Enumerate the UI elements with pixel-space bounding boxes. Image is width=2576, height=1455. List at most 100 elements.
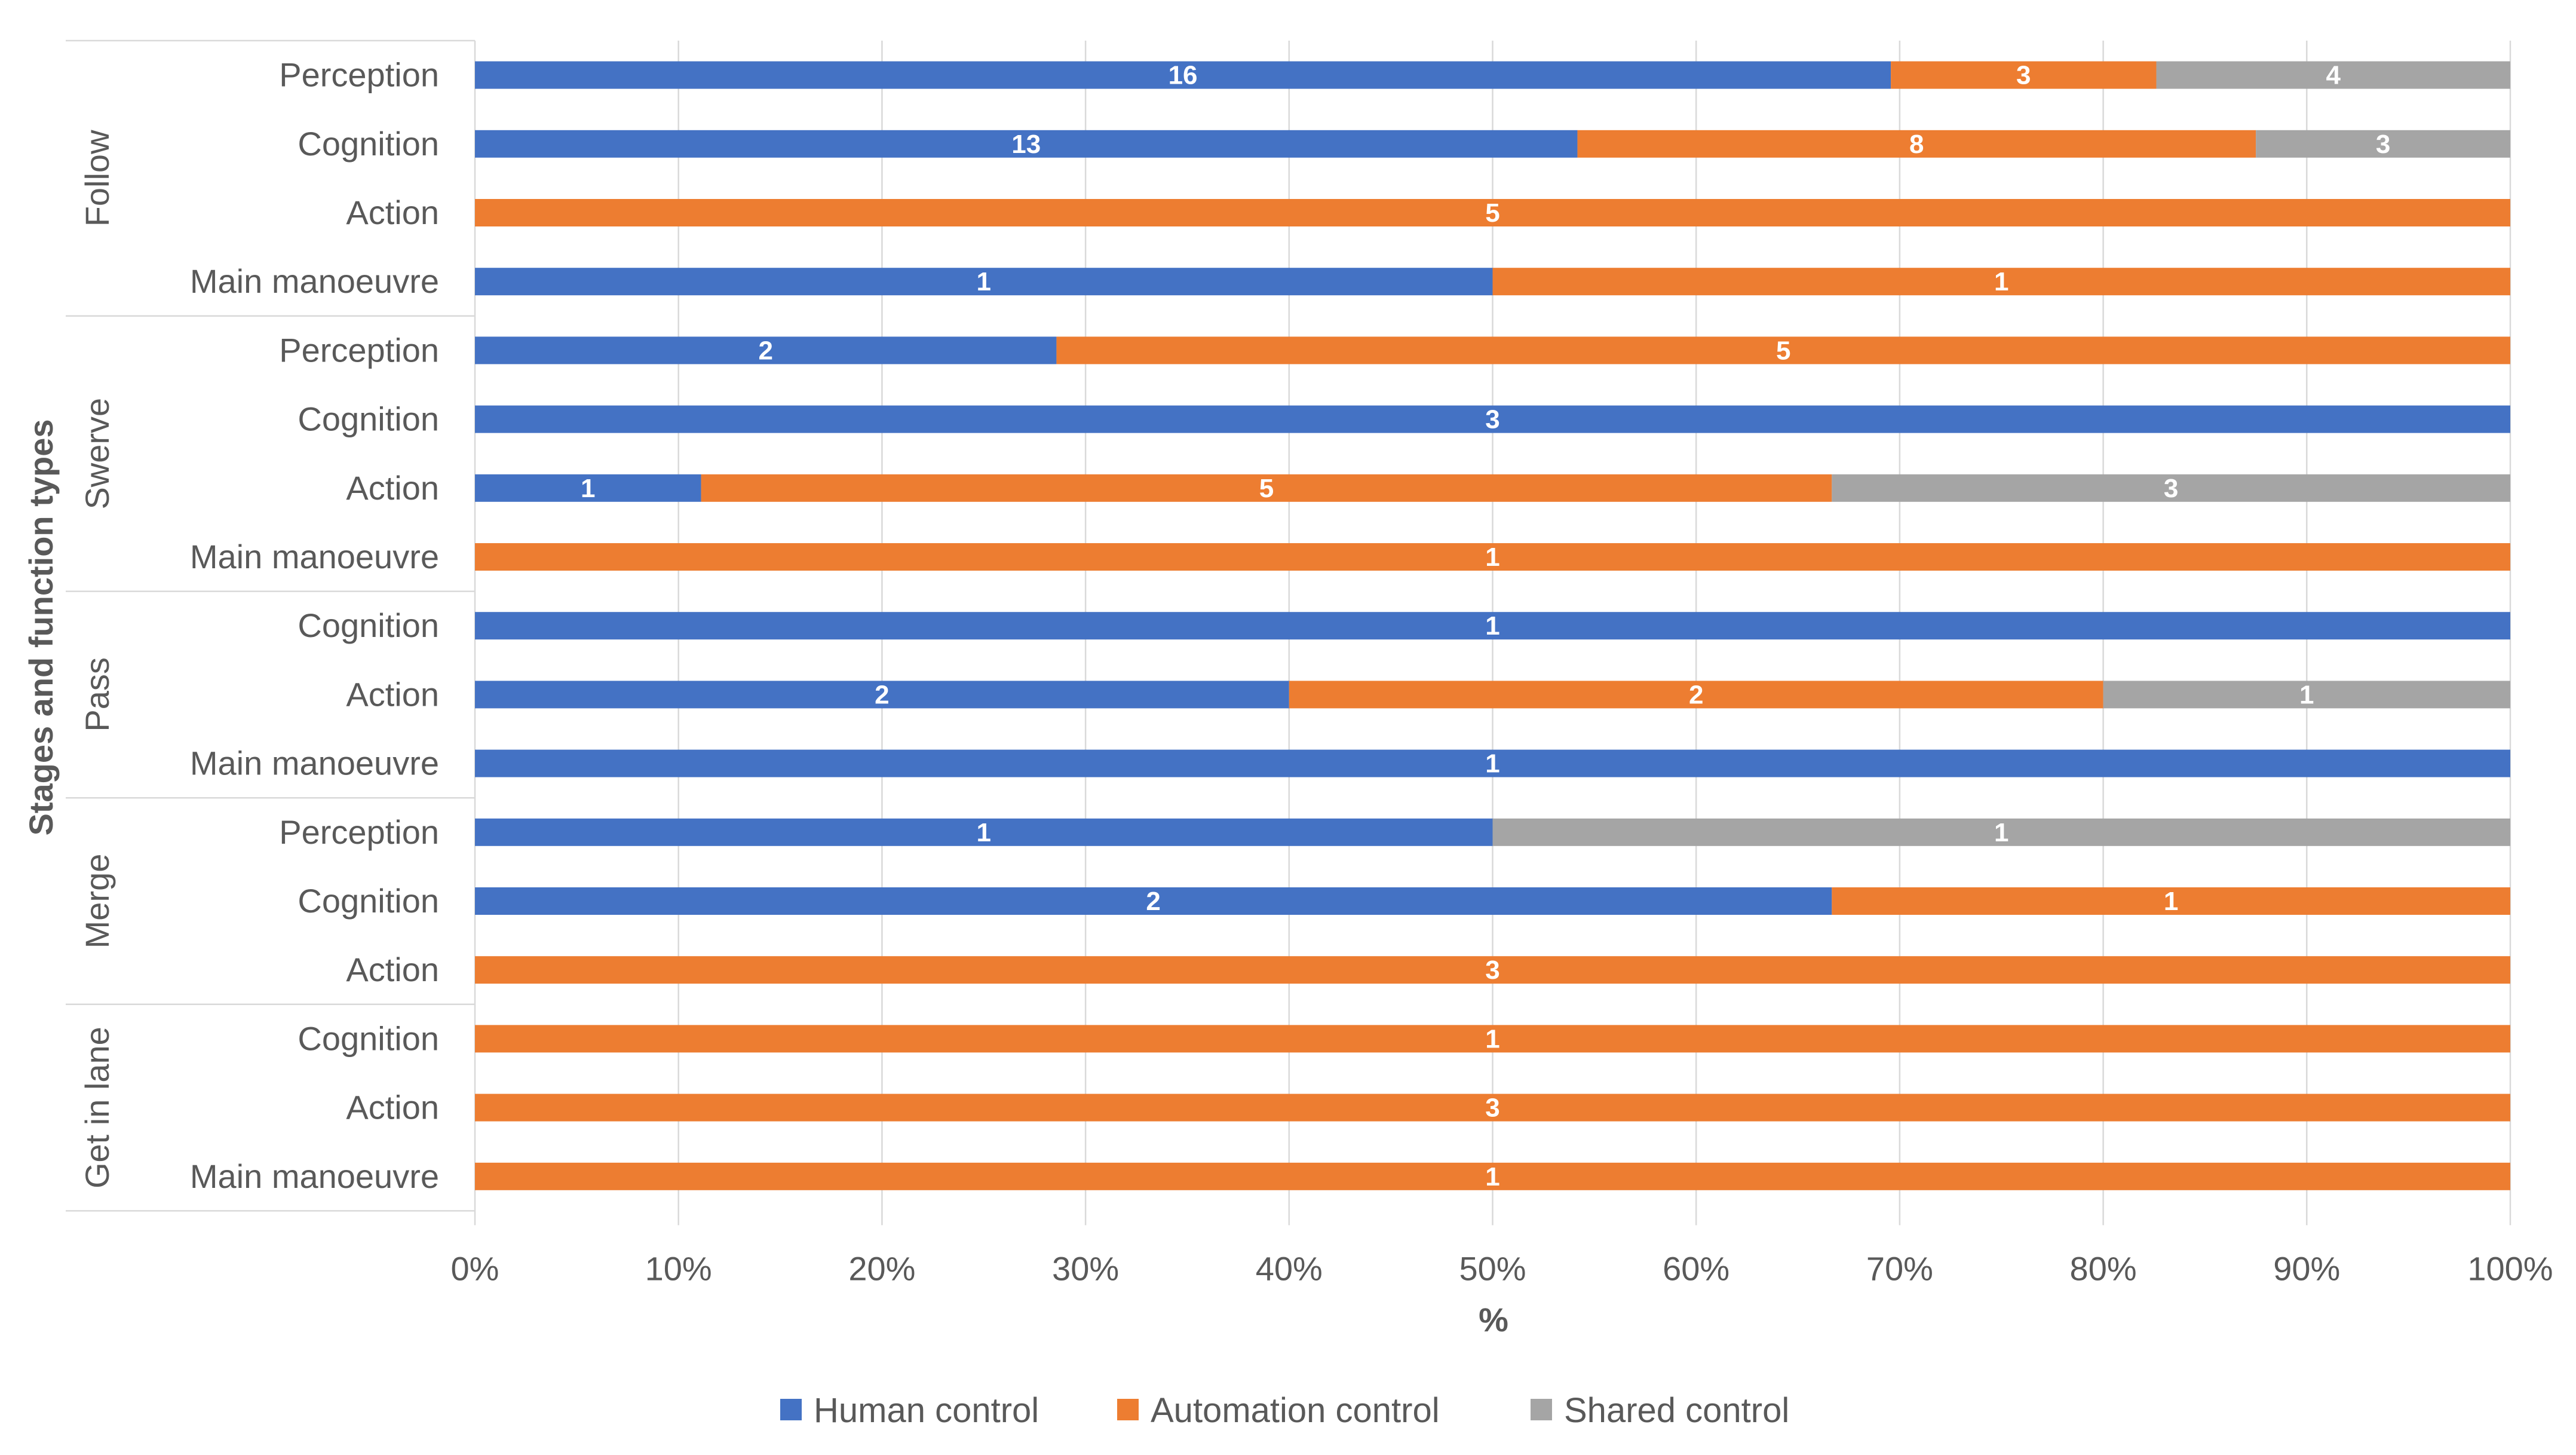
data-label: 1: [1485, 543, 1499, 572]
data-label: 8: [1909, 130, 1924, 159]
category-label: Cognition: [298, 606, 439, 644]
bar-segment-shared-control: [1832, 474, 2510, 502]
data-label: 1: [1485, 749, 1499, 779]
bar-segment-human-control: [475, 405, 2510, 433]
group-label: Swerve: [78, 398, 116, 510]
group-label: Get in lane: [78, 1027, 116, 1188]
category-label: Cognition: [298, 1019, 439, 1057]
legend-swatch: [780, 1399, 802, 1420]
data-label: 1: [2299, 680, 2314, 709]
bar-segment-automation-control: [701, 474, 1832, 502]
y-axis-title: Stages and function types: [22, 419, 60, 836]
data-label: 1: [581, 474, 595, 503]
x-tick-label: 10%: [645, 1249, 712, 1287]
category-label: Perception: [279, 813, 439, 851]
data-label: 5: [1259, 474, 1274, 503]
x-tick-label: 30%: [1052, 1249, 1119, 1287]
bar-segment-shared-control: [2256, 130, 2510, 158]
data-label: 2: [758, 336, 772, 365]
bar-segment-human-control: [475, 612, 2510, 640]
data-label: 5: [1776, 336, 1790, 365]
bar-segment-automation-control: [475, 1025, 2510, 1053]
x-tick-label: 40%: [1256, 1249, 1323, 1287]
group-labels: Follow Swerve Pass Merge Get in lane: [78, 130, 116, 1188]
x-tick-label: 90%: [2273, 1249, 2340, 1287]
x-tick-labels: 0% 10% 20% 30% 40% 50% 60% 70% 80% 90% 100%: [451, 1249, 2553, 1287]
bar-segment-human-control: [475, 681, 1289, 709]
data-label: 1: [1994, 818, 2008, 847]
category-label: Perception: [279, 56, 439, 94]
bar-segment-automation-control: [1056, 336, 2510, 364]
legend-label: Automation control: [1151, 1391, 1440, 1430]
data-label: 1: [977, 267, 991, 296]
category-label: Cognition: [298, 882, 439, 920]
category-label: Action: [346, 951, 439, 988]
data-label: 1: [1994, 267, 2008, 296]
group-separators: [66, 39, 475, 1212]
data-label: 1: [1485, 1024, 1499, 1053]
category-label: Action: [346, 1089, 439, 1126]
bar-segment-shared-control: [2103, 681, 2510, 709]
category-label: Main manoeuvre: [190, 745, 439, 782]
category-label: Action: [346, 675, 439, 713]
data-label: 3: [2376, 130, 2390, 159]
data-label: 2: [1146, 887, 1160, 916]
bar-segment-automation-control: [475, 956, 2510, 984]
data-label: 3: [2164, 474, 2178, 503]
category-label: Action: [346, 194, 439, 231]
category-label: Cognition: [298, 125, 439, 163]
data-label: 2: [875, 680, 889, 709]
bar-segment-shared-control: [2156, 61, 2510, 89]
legend-swatch: [1531, 1399, 1552, 1420]
data-label: 13: [1011, 130, 1041, 159]
x-tick-label: 0%: [451, 1249, 499, 1287]
group-label: Follow: [78, 130, 116, 226]
bar-segment-human-control: [475, 749, 2510, 777]
data-label: 1: [977, 818, 991, 847]
x-tick-label: 20%: [848, 1249, 915, 1287]
group-label: Pass: [78, 657, 116, 732]
data-label: 3: [1485, 405, 1499, 434]
data-label: 5: [1485, 198, 1499, 228]
data-label: 1: [2164, 887, 2178, 916]
bar-segment-automation-control: [475, 1093, 2510, 1122]
category-label: Perception: [279, 331, 439, 369]
category-label: Main manoeuvre: [190, 262, 439, 300]
bar-segment-automation-control: [475, 199, 2510, 226]
bar-segment-automation-control: [1577, 130, 2256, 158]
data-label: 1: [1485, 1162, 1499, 1191]
legend-swatch: [1117, 1399, 1139, 1420]
x-tick-label: 70%: [1866, 1249, 1933, 1287]
data-label: 3: [1485, 1093, 1499, 1123]
bar-segment-human-control: [475, 61, 1891, 89]
data-label: 16: [1169, 61, 1198, 90]
bar-segment-automation-control: [1289, 681, 2103, 709]
data-label: 4: [2326, 61, 2341, 90]
legend-label: Human control: [814, 1391, 1039, 1430]
bar-segment-automation-control: [1891, 61, 2157, 89]
x-tick-label: 60%: [1663, 1249, 1729, 1287]
data-label: 3: [2016, 61, 2031, 90]
bar-segment-human-control: [475, 130, 1578, 158]
x-tick-label: 50%: [1459, 1249, 1526, 1287]
category-label: Action: [346, 469, 439, 507]
category-labels: Perception Cognition Action Main manoeuvre P…: [190, 56, 439, 1195]
bar-segment-shared-control: [1492, 818, 2510, 846]
bar-segment-human-control: [475, 818, 1493, 846]
data-label: 3: [1485, 955, 1499, 985]
x-tick-label: 100%: [2467, 1249, 2553, 1287]
group-label: Merge: [78, 854, 116, 949]
bar-segment-automation-control: [475, 1162, 2510, 1190]
x-axis-title: %: [1479, 1301, 1508, 1338]
data-label: 1: [1485, 611, 1499, 641]
category-label: Main manoeuvre: [190, 538, 439, 575]
bar-segment-human-control: [475, 268, 1493, 296]
bar-segment-human-control: [475, 336, 1057, 364]
legend: Human control Automation control Shared co…: [780, 1391, 1789, 1430]
bar-segment-automation-control: [1492, 268, 2510, 296]
x-tick-label: 80%: [2070, 1249, 2137, 1287]
bar-segment-human-control: [475, 474, 701, 502]
legend-label: Shared control: [1564, 1391, 1789, 1430]
